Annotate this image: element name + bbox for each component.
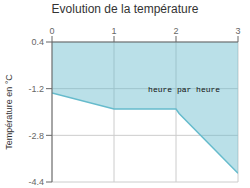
- svg-text:-2.8: -2.8: [28, 131, 44, 141]
- svg-text:-1.2: -1.2: [28, 84, 44, 94]
- svg-text:0: 0: [49, 26, 54, 36]
- svg-text:-4.4: -4.4: [28, 177, 44, 187]
- svg-text:3: 3: [235, 26, 240, 36]
- svg-text:1: 1: [111, 26, 116, 36]
- svg-text:0.4: 0.4: [31, 37, 44, 47]
- svg-text:2: 2: [173, 26, 178, 36]
- svg-text:heure par heure: heure par heure: [148, 85, 220, 94]
- html-text:Evolution de la température: Evolution de la température: [51, 2, 199, 16]
- svg-text:Température en °C: Température en °C: [8, 74, 14, 150]
